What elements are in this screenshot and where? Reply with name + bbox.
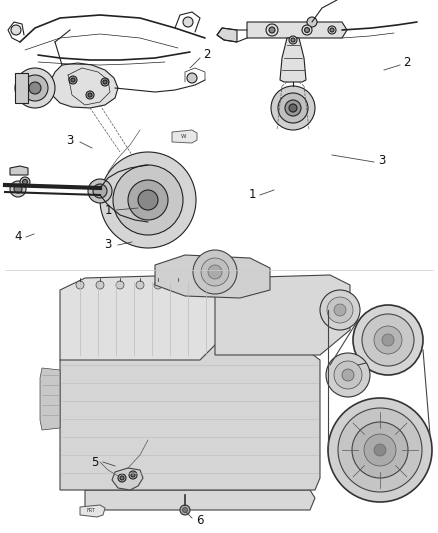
Circle shape [201, 258, 229, 286]
Circle shape [138, 190, 158, 210]
Circle shape [100, 152, 196, 248]
Circle shape [103, 80, 107, 84]
Circle shape [154, 281, 162, 289]
Polygon shape [247, 22, 347, 38]
Circle shape [93, 184, 107, 198]
Circle shape [187, 73, 197, 83]
Polygon shape [112, 468, 143, 490]
Circle shape [278, 93, 308, 123]
Text: 5: 5 [91, 456, 99, 469]
Circle shape [285, 100, 301, 116]
Circle shape [353, 305, 423, 375]
Circle shape [193, 250, 237, 294]
Circle shape [334, 304, 346, 316]
Circle shape [183, 507, 187, 513]
Circle shape [116, 281, 124, 289]
Circle shape [76, 281, 84, 289]
Text: 3: 3 [378, 154, 386, 166]
Circle shape [342, 369, 354, 381]
Text: 2: 2 [403, 55, 411, 69]
Text: 1: 1 [248, 189, 256, 201]
Circle shape [128, 180, 168, 220]
Text: 3: 3 [66, 133, 74, 147]
Text: FRT: FRT [87, 508, 95, 513]
Polygon shape [60, 275, 220, 360]
Circle shape [269, 27, 275, 33]
Circle shape [362, 314, 414, 366]
Circle shape [326, 353, 370, 397]
Circle shape [266, 24, 278, 36]
Circle shape [11, 25, 21, 35]
Circle shape [118, 474, 126, 482]
Polygon shape [280, 38, 306, 82]
Circle shape [374, 444, 386, 456]
Circle shape [131, 473, 135, 477]
Polygon shape [15, 73, 28, 103]
Circle shape [101, 78, 109, 86]
Circle shape [113, 165, 183, 235]
Polygon shape [215, 275, 350, 355]
Circle shape [22, 180, 28, 184]
Circle shape [88, 179, 112, 203]
Circle shape [382, 334, 394, 346]
Circle shape [291, 38, 295, 42]
Circle shape [289, 104, 297, 112]
Circle shape [71, 78, 75, 82]
Circle shape [29, 82, 41, 94]
Circle shape [208, 265, 222, 279]
Polygon shape [80, 505, 105, 517]
Text: 2: 2 [203, 49, 211, 61]
Circle shape [330, 28, 334, 32]
Circle shape [338, 408, 422, 492]
Circle shape [129, 471, 137, 479]
Text: W: W [181, 134, 187, 140]
Circle shape [10, 181, 26, 197]
Circle shape [180, 505, 190, 515]
Circle shape [120, 476, 124, 480]
Circle shape [271, 86, 315, 130]
Polygon shape [172, 130, 197, 143]
Circle shape [302, 25, 312, 35]
Polygon shape [50, 63, 118, 108]
Circle shape [304, 28, 310, 33]
Circle shape [15, 68, 55, 108]
Text: 1: 1 [104, 204, 112, 216]
Polygon shape [155, 255, 270, 298]
Circle shape [174, 281, 182, 289]
Circle shape [20, 177, 30, 187]
Circle shape [86, 91, 94, 99]
Text: 4: 4 [14, 230, 22, 244]
Circle shape [374, 326, 402, 354]
Circle shape [307, 17, 317, 27]
Circle shape [334, 361, 362, 389]
Text: 6: 6 [196, 513, 204, 527]
Circle shape [364, 434, 396, 466]
Circle shape [136, 281, 144, 289]
Circle shape [328, 398, 432, 502]
Polygon shape [60, 345, 320, 490]
Circle shape [183, 17, 193, 27]
Polygon shape [217, 28, 237, 42]
Circle shape [320, 290, 360, 330]
Circle shape [328, 26, 336, 34]
Polygon shape [85, 490, 315, 510]
Circle shape [69, 76, 77, 84]
Circle shape [352, 422, 408, 478]
Circle shape [14, 185, 22, 193]
Circle shape [88, 93, 92, 97]
Circle shape [96, 281, 104, 289]
Polygon shape [40, 368, 60, 430]
Polygon shape [10, 166, 28, 175]
Text: 3: 3 [104, 238, 112, 252]
Circle shape [22, 75, 48, 101]
Circle shape [289, 36, 297, 44]
Circle shape [327, 297, 353, 323]
